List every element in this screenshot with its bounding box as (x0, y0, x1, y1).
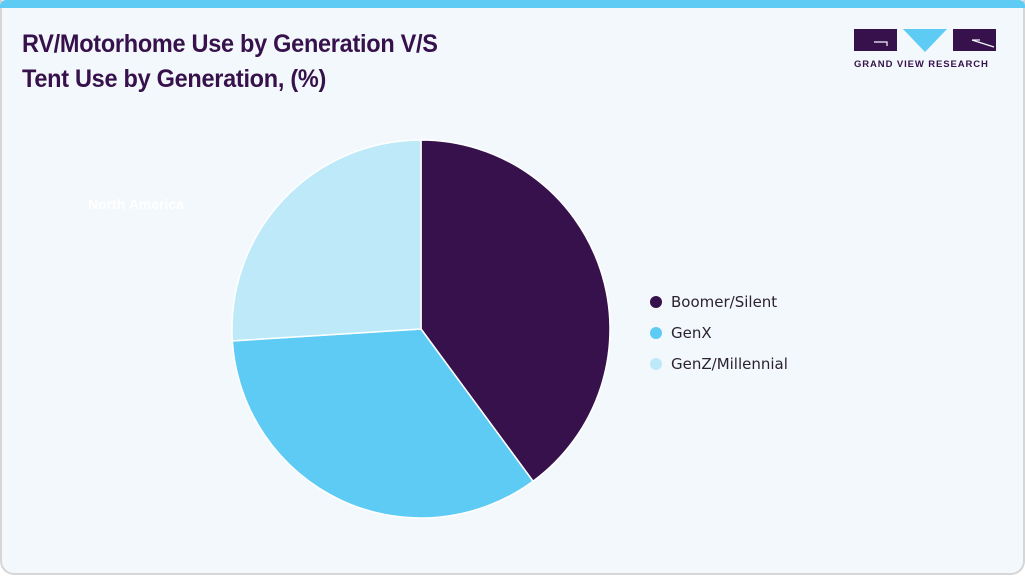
chart-title-line2: Tent Use by Generation, (%) (22, 65, 327, 93)
region-label: North America (88, 196, 184, 212)
legend-label: Boomer/Silent (671, 292, 778, 311)
pie-slice-genz-millennial[interactable] (231, 139, 422, 342)
legend-item-genz-millennial[interactable]: GenZ/Millennial (650, 348, 788, 379)
logo-text: GRAND VIEW RESEARCH (854, 59, 989, 70)
grand-view-research-logo: GRAND VIEW RESEARCH (854, 29, 996, 73)
chart-legend: Boomer/Silent GenX GenZ/Millennial (650, 286, 788, 379)
gvr-logo-icon (854, 29, 996, 52)
chart-title-line1: RV/Motorhome Use by Generation V/S (22, 30, 438, 58)
legend-item-boomer-silent[interactable]: Boomer/Silent (650, 286, 788, 317)
legend-dot-icon (650, 326, 662, 339)
legend-dot-icon (650, 357, 662, 370)
legend-item-genx[interactable]: GenX (650, 317, 788, 348)
legend-label: GenX (671, 323, 712, 342)
top-accent-bar (0, 0, 1025, 8)
pie-slice-boomer-silent[interactable] (420, 139, 611, 482)
legend-label: GenZ/Millennial (671, 354, 788, 373)
legend-dot-icon (650, 295, 662, 308)
chart-title: RV/Motorhome Use by Generation V/S Tent … (22, 27, 605, 97)
pie-slice-genx[interactable] (231, 328, 534, 519)
pie-chart (231, 139, 611, 519)
